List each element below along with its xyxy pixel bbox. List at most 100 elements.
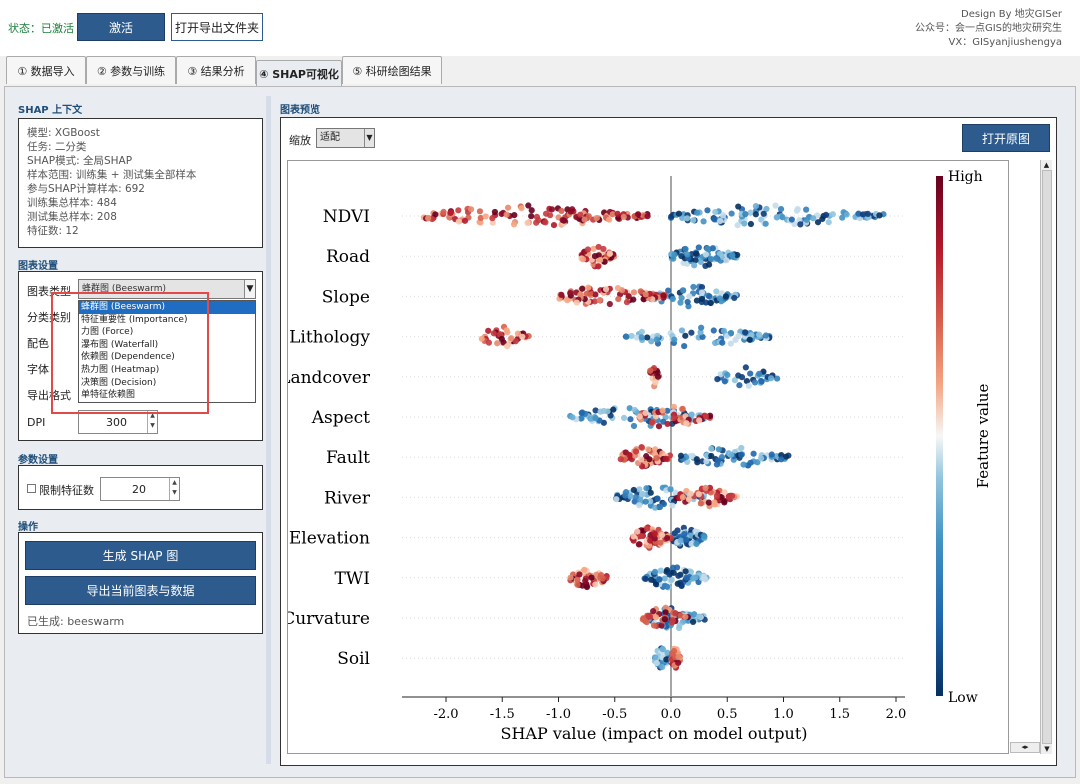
dpi-spinbox[interactable]: 300 ▲ ▼ xyxy=(78,410,158,434)
chart-type-option[interactable]: 蜂群图 (Beeswarm) xyxy=(79,301,255,314)
shap-point xyxy=(592,581,599,588)
shap-point xyxy=(597,408,604,415)
dpi-label: DPI xyxy=(27,416,46,429)
highlight-annotation xyxy=(51,292,209,414)
spin-arrows-icon[interactable]: ▲ ▼ xyxy=(169,478,179,500)
chart-type-option[interactable]: 瀑布图 (Waterfall) xyxy=(81,339,159,350)
shap-point xyxy=(647,498,654,505)
shap-point xyxy=(485,327,492,334)
shap-point xyxy=(617,456,624,463)
shap-point xyxy=(461,217,469,224)
scroll-down-icon[interactable]: ▼ xyxy=(1044,745,1050,753)
shap-point xyxy=(663,656,670,663)
tab-params-training[interactable]: ② 参数与训练 xyxy=(86,56,176,84)
export-chart-data-button[interactable]: 导出当前图表与数据 xyxy=(25,576,256,605)
generation-status: 已生成: beeswarm xyxy=(27,615,125,628)
zoom-select[interactable]: 适配 xyxy=(316,128,375,148)
shap-point xyxy=(620,414,628,422)
shap-point xyxy=(656,503,664,511)
shap-point xyxy=(630,533,637,540)
shap-point xyxy=(477,219,484,226)
shap-point xyxy=(750,450,757,457)
tab-data-import[interactable]: ① 数据导入 xyxy=(6,56,86,84)
shap-point xyxy=(647,489,654,496)
shap-point xyxy=(797,221,804,228)
shap-point xyxy=(581,216,588,223)
shap-point xyxy=(763,205,770,213)
chart-type-option[interactable]: 决策图 (Decision) xyxy=(81,377,157,388)
chart-type-option[interactable]: 单特征依赖图 xyxy=(81,390,136,401)
shap-point xyxy=(793,207,801,214)
shap-point xyxy=(777,205,785,213)
feature-label: NDVI xyxy=(323,207,370,227)
limit-features-spinbox[interactable]: 20 ▲ ▼ xyxy=(100,477,180,501)
colorbar-title: Feature value xyxy=(974,384,992,489)
shap-point xyxy=(698,283,706,291)
activate-button[interactable]: 激活 xyxy=(77,13,165,41)
x-tick-label: 0.5 xyxy=(717,707,738,722)
shap-point xyxy=(643,619,650,626)
shap-point xyxy=(693,297,701,304)
chevron-down-icon[interactable]: ▼ xyxy=(364,129,374,147)
open-export-folder-button[interactable]: 打开导出文件夹 xyxy=(171,13,263,41)
shap-point xyxy=(677,537,684,544)
shap-point xyxy=(803,216,810,223)
shap-point xyxy=(665,287,672,294)
shap-point xyxy=(721,489,728,496)
shap-point xyxy=(734,251,741,259)
chart-type-option[interactable]: 力图 (Force) xyxy=(81,327,134,338)
shap-point xyxy=(573,299,580,306)
shap-point xyxy=(632,494,639,501)
shap-point xyxy=(533,213,541,221)
shap-point xyxy=(662,604,669,611)
shap-point xyxy=(614,210,621,217)
chevron-down-icon[interactable]: ▼ xyxy=(244,280,255,298)
shap-point xyxy=(546,212,554,219)
chart-type-option[interactable]: 特征重要性 (Importance) xyxy=(81,314,188,325)
shap-point xyxy=(623,333,630,340)
shap-point xyxy=(715,446,723,453)
chart-type-option[interactable]: 依赖图 (Dependence) xyxy=(81,352,175,363)
horizontal-scroll-arrows[interactable]: ◂▸ xyxy=(1010,742,1040,753)
shap-point xyxy=(485,339,493,346)
shap-point xyxy=(576,571,583,578)
shap-point xyxy=(707,299,714,307)
shap-point xyxy=(585,284,592,291)
vertical-scrollbar[interactable]: ▲ ▼ xyxy=(1040,160,1052,754)
shap-point xyxy=(650,608,657,615)
shap-point xyxy=(642,409,649,417)
shap-point xyxy=(567,574,574,581)
spin-arrows-icon[interactable]: ▲ ▼ xyxy=(147,411,157,433)
shap-point xyxy=(490,330,497,337)
shap-point xyxy=(702,413,709,420)
open-original-button[interactable]: 打开原图 xyxy=(962,124,1050,152)
context-line: 样本范围: 训练集 + 测试集全部样本 xyxy=(27,169,197,181)
feature-label: Aspect xyxy=(311,408,370,428)
shap-point xyxy=(651,535,658,542)
generate-shap-button[interactable]: 生成 SHAP 图 xyxy=(25,541,256,570)
tab-research-plots[interactable]: ⑤ 科研绘图结果 xyxy=(342,56,442,84)
scrollbar-thumb[interactable] xyxy=(1042,170,1052,744)
shap-point xyxy=(672,489,679,496)
shap-point xyxy=(716,250,724,258)
shap-point xyxy=(638,334,645,341)
shap-point xyxy=(731,377,738,384)
tab-shap-visualization[interactable]: ④ SHAP可视化 xyxy=(256,60,342,86)
tab-result-analysis[interactable]: ③ 结果分析 xyxy=(176,56,256,84)
scroll-up-icon[interactable]: ▲ xyxy=(1043,161,1050,169)
limit-features-checkbox[interactable] xyxy=(27,484,36,493)
shap-point xyxy=(620,213,627,220)
shap-point xyxy=(642,498,649,505)
chart-type-option[interactable]: 热力图 (Heatmap) xyxy=(81,364,160,375)
shap-point xyxy=(635,541,642,548)
shap-point xyxy=(661,575,668,582)
shap-point xyxy=(692,257,699,264)
shap-point xyxy=(679,214,686,222)
shap-point xyxy=(626,452,633,459)
shap-point xyxy=(716,295,723,302)
panel-splitter[interactable] xyxy=(266,96,271,764)
chart-type-select[interactable]: 蜂群图 (Beeswarm) xyxy=(78,279,256,299)
shap-point xyxy=(729,252,736,259)
shap-point xyxy=(703,458,710,465)
shap-point xyxy=(667,486,674,493)
